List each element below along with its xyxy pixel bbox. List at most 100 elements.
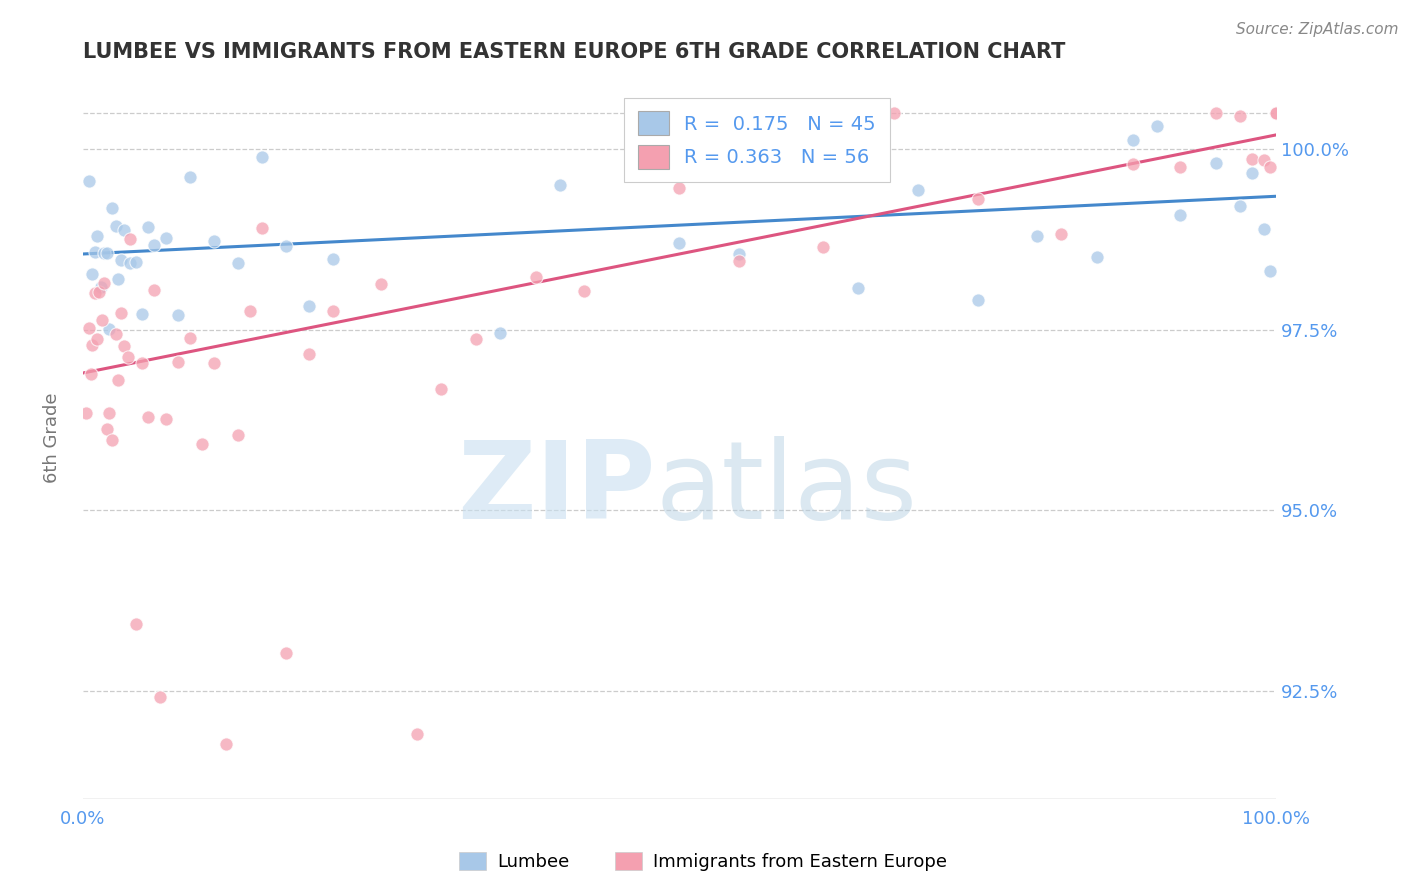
- Point: [107, 272, 129, 286]
- Point: [110, 306, 132, 320]
- Point: [907, 183, 929, 197]
- Point: [1122, 133, 1144, 147]
- Point: [1026, 229, 1049, 244]
- Point: [77, 173, 100, 187]
- Point: [1170, 208, 1192, 222]
- Point: [107, 373, 129, 387]
- Point: [1258, 263, 1281, 277]
- Point: [101, 202, 124, 216]
- Point: [668, 236, 690, 251]
- Point: [202, 234, 225, 248]
- Point: [117, 350, 139, 364]
- Point: [149, 690, 172, 705]
- Point: [239, 304, 262, 318]
- Point: [82, 338, 104, 352]
- Point: [1122, 156, 1144, 170]
- Point: [966, 293, 988, 307]
- Point: [83, 245, 105, 260]
- Point: [112, 339, 135, 353]
- Point: [80, 367, 103, 381]
- Point: [202, 356, 225, 370]
- Point: [143, 283, 166, 297]
- Point: [548, 178, 571, 193]
- Point: [110, 252, 132, 267]
- Y-axis label: 6th Grade: 6th Grade: [44, 392, 60, 483]
- Point: [125, 617, 148, 632]
- Point: [405, 726, 427, 740]
- Text: LUMBEE VS IMMIGRANTS FROM EASTERN EUROPE 6TH GRADE CORRELATION CHART: LUMBEE VS IMMIGRANTS FROM EASTERN EUROPE…: [83, 42, 1064, 62]
- Point: [1258, 160, 1281, 174]
- Point: [298, 347, 321, 361]
- Point: [155, 231, 177, 245]
- Point: [728, 253, 751, 268]
- Point: [86, 228, 108, 243]
- Point: [250, 151, 273, 165]
- Point: [429, 382, 451, 396]
- Point: [83, 286, 105, 301]
- Point: [167, 309, 190, 323]
- Point: [1265, 106, 1288, 120]
- Point: [1170, 161, 1192, 175]
- Point: [93, 277, 115, 291]
- Point: [1229, 109, 1251, 123]
- Point: [1241, 152, 1264, 166]
- Point: [120, 232, 142, 246]
- Text: ZIP: ZIP: [457, 435, 655, 541]
- Point: [96, 422, 118, 436]
- Point: [883, 106, 905, 120]
- Point: [90, 312, 112, 326]
- Point: [1253, 153, 1275, 167]
- Point: [179, 170, 201, 185]
- Point: [465, 332, 488, 346]
- Point: [131, 307, 153, 321]
- Point: [274, 239, 297, 253]
- Point: [1205, 155, 1227, 169]
- Point: [125, 255, 148, 269]
- Point: [112, 223, 135, 237]
- Point: [97, 406, 120, 420]
- Point: [322, 303, 344, 318]
- Point: [1146, 119, 1168, 133]
- Point: [524, 269, 547, 284]
- Point: [274, 646, 297, 660]
- Point: [1050, 227, 1073, 242]
- Point: [370, 277, 392, 291]
- Point: [787, 166, 810, 180]
- Point: [89, 285, 111, 299]
- Point: [1205, 106, 1227, 120]
- Point: [298, 299, 321, 313]
- Point: [97, 322, 120, 336]
- Legend: Lumbee, Immigrants from Eastern Europe: Lumbee, Immigrants from Eastern Europe: [453, 845, 953, 879]
- Point: [226, 428, 249, 442]
- Point: [105, 219, 128, 234]
- Point: [1229, 199, 1251, 213]
- Point: [136, 219, 159, 234]
- Point: [1085, 250, 1108, 264]
- Text: atlas: atlas: [655, 435, 918, 541]
- Point: [93, 245, 115, 260]
- Point: [728, 247, 751, 261]
- Point: [77, 321, 100, 335]
- Point: [143, 238, 166, 252]
- Point: [86, 333, 108, 347]
- Point: [811, 240, 834, 254]
- Point: [96, 246, 118, 260]
- Point: [668, 181, 690, 195]
- Point: [167, 355, 190, 369]
- Point: [155, 412, 177, 426]
- Point: [489, 326, 512, 340]
- Point: [1253, 222, 1275, 236]
- Point: [105, 326, 128, 341]
- Point: [572, 285, 595, 299]
- Point: [250, 221, 273, 235]
- Text: Source: ZipAtlas.com: Source: ZipAtlas.com: [1236, 22, 1399, 37]
- Point: [846, 281, 869, 295]
- Point: [1265, 106, 1288, 120]
- Legend: R =  0.175   N = 45, R = 0.363   N = 56: R = 0.175 N = 45, R = 0.363 N = 56: [624, 98, 890, 182]
- Point: [191, 437, 214, 451]
- Point: [1241, 166, 1264, 180]
- Point: [226, 256, 249, 270]
- Point: [75, 407, 97, 421]
- Point: [966, 192, 988, 206]
- Point: [322, 252, 344, 267]
